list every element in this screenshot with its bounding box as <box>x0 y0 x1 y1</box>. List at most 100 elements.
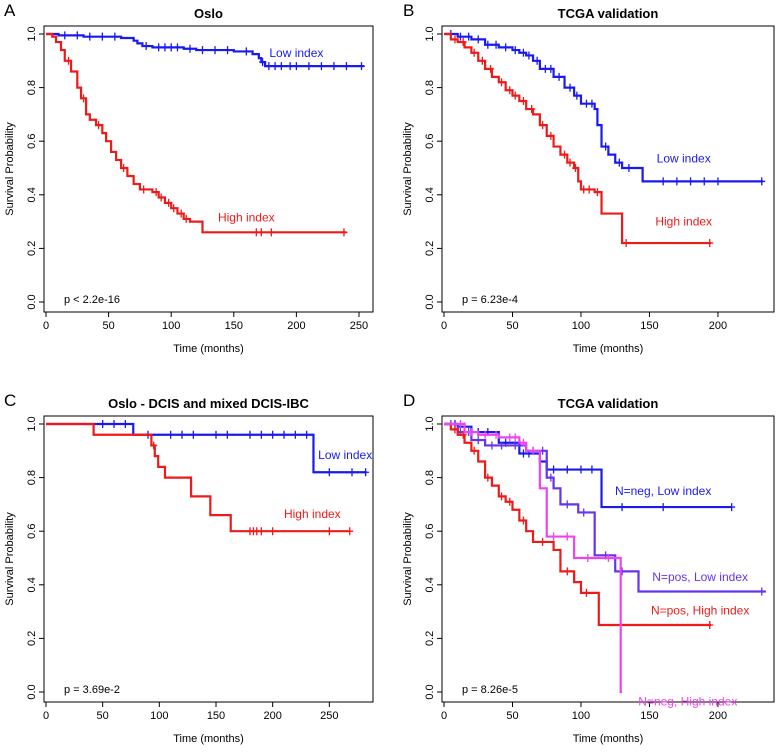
series-label: N=neg, Low index <box>615 484 711 498</box>
censor-mark <box>95 121 103 130</box>
p-value: p = 8.26e-5 <box>462 684 518 696</box>
x-tick-label: 50 <box>506 710 518 722</box>
censor-mark <box>547 64 555 73</box>
censor-mark <box>140 185 148 194</box>
censor-mark <box>622 239 630 248</box>
censor-mark <box>142 42 150 51</box>
censor-mark <box>561 150 569 159</box>
censor-mark <box>498 492 506 501</box>
panel-letter: D <box>403 391 415 410</box>
censor-mark <box>571 164 579 172</box>
censor-mark <box>492 40 500 49</box>
censor-mark <box>474 35 482 44</box>
y-tick-label: 0.6 <box>26 524 38 539</box>
censor-mark <box>170 204 178 213</box>
censor-mark <box>519 97 527 105</box>
x-tick-label: 150 <box>640 710 658 722</box>
censor-mark <box>502 43 510 52</box>
series-n-pos-high-index: N=pos, High index <box>444 422 749 629</box>
censor-mark <box>120 164 128 172</box>
censor-mark <box>487 64 495 73</box>
series-label: High index <box>284 507 341 521</box>
y-axis-label: Survival Probability <box>4 512 16 606</box>
censor-mark <box>580 508 588 517</box>
y-tick-label: 1.0 <box>424 416 436 431</box>
y-tick-label: 0.4 <box>26 577 38 592</box>
censor-mark <box>325 527 333 536</box>
censor-mark <box>511 433 519 442</box>
censor-mark <box>758 177 766 186</box>
censor-mark <box>547 131 555 140</box>
panel-letter: A <box>4 1 16 20</box>
censor-mark <box>519 438 527 447</box>
censor-mark <box>465 32 473 41</box>
censor-mark <box>121 420 129 428</box>
series-n-pos-low-index: N=pos, Low index <box>444 420 766 596</box>
censor-mark <box>539 121 547 130</box>
survival-curve <box>444 422 766 593</box>
series-label: N=neg, High index <box>638 694 737 708</box>
censor-mark <box>588 99 596 108</box>
censor-mark <box>555 72 563 81</box>
y-axis-label: Survival Probability <box>402 122 414 216</box>
censor-mark <box>257 430 265 439</box>
series-label: N=pos, Low index <box>652 570 748 584</box>
censor-mark <box>588 465 596 474</box>
censor-mark <box>86 32 94 41</box>
survival-curve <box>444 422 712 627</box>
y-tick-label: 0.4 <box>424 187 436 202</box>
censor-mark <box>492 430 500 439</box>
censor-mark <box>488 441 496 450</box>
censor-mark <box>474 436 482 445</box>
y-tick-label: 0.6 <box>424 524 436 539</box>
censor-mark <box>498 78 506 87</box>
x-tick-label: 200 <box>709 710 727 722</box>
censor-mark <box>269 430 277 439</box>
series-low-index: Low index <box>46 420 372 477</box>
censor-mark <box>566 83 574 92</box>
censor-mark <box>267 228 275 237</box>
y-tick-label: 0.0 <box>26 294 38 309</box>
y-tick-label: 0.6 <box>424 134 436 149</box>
y-axis-label: Survival Probability <box>4 122 16 216</box>
panel-letter: B <box>403 1 414 20</box>
censor-mark <box>65 56 73 65</box>
censor-mark <box>271 62 279 71</box>
censor-mark <box>506 86 514 95</box>
censor-mark <box>525 51 533 60</box>
censor-mark <box>73 31 81 40</box>
censor-mark <box>325 468 333 477</box>
censor-mark <box>758 587 766 596</box>
y-tick-label: 0.2 <box>26 631 38 646</box>
censor-mark <box>687 177 695 186</box>
p-value: p = 6.23e-4 <box>462 294 518 306</box>
censor-mark <box>330 62 338 71</box>
x-tick-label: 200 <box>263 710 281 722</box>
censor-mark <box>348 468 356 477</box>
censor-mark <box>456 32 464 41</box>
censor-mark <box>584 554 592 562</box>
censor-mark <box>277 62 285 71</box>
series-low-index: Low index <box>46 31 365 71</box>
censor-mark <box>470 48 478 57</box>
censor-mark <box>99 420 107 428</box>
censor-mark <box>292 62 300 71</box>
censor-mark <box>223 430 231 439</box>
y-tick-label: 0.0 <box>26 684 38 699</box>
y-tick-label: 0.4 <box>424 577 436 592</box>
censor-mark <box>700 177 708 186</box>
censor-mark <box>550 465 558 474</box>
censor-mark <box>224 46 232 55</box>
chart-title: Oslo - DCIS and mixed DCIS-IBC <box>108 396 309 411</box>
censor-mark <box>246 430 254 439</box>
censor-mark <box>80 94 88 103</box>
censor-mark <box>280 430 288 439</box>
panel-d: D TCGA validation 0 50 100 150 200 0.0 0.2 0.4 0.6… <box>402 391 775 745</box>
series-n-neg-low-index: N=neg, Low index <box>444 420 736 512</box>
y-tick-label: 1.0 <box>26 416 38 431</box>
censor-mark <box>511 91 519 100</box>
censor-mark <box>451 35 459 44</box>
censor-mark <box>286 62 294 71</box>
censor-mark <box>342 62 350 71</box>
series-low-index: Low index <box>444 30 766 186</box>
